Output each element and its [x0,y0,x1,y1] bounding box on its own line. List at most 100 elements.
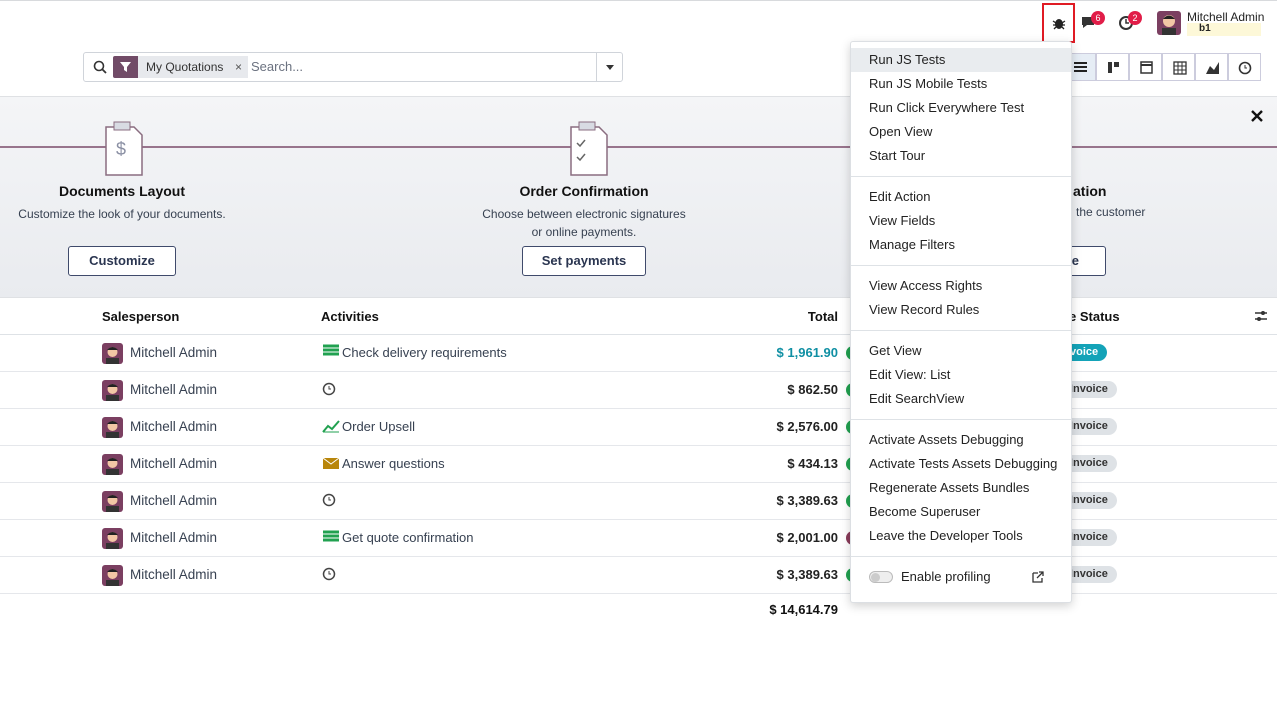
step-description: the customer [1076,205,1146,219]
step-illustration [570,121,608,176]
avatar [102,417,123,438]
salesperson: Mitchell Admin [130,382,218,397]
avatar [102,565,123,586]
table-header [0,298,1277,335]
step-title: Order Confirmation [519,183,649,199]
table-row[interactable]: Mitchell Admin $ 862.50 ng to Invoice [0,372,1277,409]
salesperson: Mitchell Admin [130,567,218,582]
total: $ 862.50 [787,382,838,397]
table-row[interactable]: Mitchell Admin Check delivery requirement… [0,335,1277,372]
avatar [102,491,123,512]
optional-columns[interactable] [1254,309,1268,323]
profiling-toggle[interactable] [869,571,893,583]
salesperson: Mitchell Admin [130,345,218,360]
menu-item[interactable]: View Access Rights [869,278,983,293]
menu-item[interactable]: Regenerate Assets Bundles [869,480,1030,495]
step-title: Documents Layout [58,183,185,199]
table-row[interactable]: Mitchell Admin Get quote confirmation $ 2,… [0,520,1277,557]
menu-item[interactable]: Run Click Everywhere Test [869,100,1025,115]
menu-item[interactable]: Run JS Mobile Tests [869,76,988,91]
table-row[interactable]: Mitchell Admin Answer questions $ 434.13 ng… [0,446,1277,483]
column-header[interactable]: Activities [321,309,379,324]
graph-view[interactable] [1195,53,1228,81]
facet[interactable]: My Quotations × [138,56,248,78]
debug-button[interactable] [1042,3,1075,43]
menu-item[interactable]: View Fields [869,213,936,228]
total: $ 2,001.00 [776,530,838,545]
menu-item[interactable]: Start Tour [869,148,926,163]
menu-separator [851,330,1071,331]
calendar-view[interactable] [1129,53,1162,81]
activity: Answer questions [342,456,445,471]
step-title: ation [1073,183,1107,199]
column-header[interactable]: Salesperson [102,309,180,324]
activity-icon[interactable] [322,493,336,507]
column-header[interactable]: e Status [1069,309,1120,324]
debug-menu: Run JS Tests Run JS Mobile Tests Run Click… [850,41,1072,603]
table-row[interactable]: Mitchell Admin $ 3,389.63 ng to Invoice [0,557,1277,594]
total: $ 1,961.90 [776,345,838,360]
menu-item[interactable]: Activate Assets Debugging [869,432,1024,447]
user-name: Mitchell Admin [1187,10,1265,24]
salesperson: Mitchell Admin [130,530,218,545]
column-header[interactable]: Total [807,309,838,324]
search-toggle[interactable] [596,53,622,81]
profiling-label: Enable profiling [901,569,991,584]
activity-icon[interactable] [322,382,336,396]
salesperson: Mitchell Admin [130,456,218,471]
menu-item[interactable]: Become Superuser [869,504,981,519]
total: $ 3,389.63 [776,567,838,582]
menu-item[interactable]: Get View [869,343,922,358]
step-description: Customize the look of your documents. [18,207,226,221]
kanban-view[interactable] [1096,53,1129,81]
svg-text:$: $ [116,139,126,159]
total: $ 3,389.63 [776,493,838,508]
search-placeholder[interactable]: Search... [251,59,304,74]
search-bar[interactable]: My Quotations × Search... [83,52,623,82]
activity-icon[interactable] [322,344,340,358]
menu-item[interactable]: Edit Action [869,189,931,204]
menu-item[interactable]: Edit View: List [869,367,951,382]
progress-line [0,146,1277,148]
footer-total: $ 14,614.79 [769,602,838,617]
menu-item[interactable]: View Record Rules [869,302,980,317]
avatar [102,454,123,475]
menu-item[interactable]: Activate Tests Assets Debugging [869,456,1058,471]
pivot-view[interactable] [1162,53,1195,81]
activity: Order Upsell [342,419,415,434]
facet-label: My Quotations [146,60,224,74]
activity-icon[interactable] [322,419,340,433]
menu-item[interactable]: Open View [869,124,933,139]
profiling-row[interactable]: Enable profiling [851,565,1071,589]
step-description: Choose between electronic signatures or … [482,207,686,239]
step: Documents Layout Customize the look of yo… [2,183,242,223]
table-row[interactable]: Mitchell Admin Order Upsell $ 2,576.00 ng t… [0,409,1277,446]
step-button[interactable]: Set payments [522,246,646,276]
activity-icon[interactable] [322,567,336,581]
close-banner[interactable] [1250,109,1264,123]
menu-separator [851,556,1071,557]
avatar [102,343,123,364]
open-profiling[interactable] [1031,570,1045,584]
menu-item[interactable]: Edit SearchView [869,391,965,406]
table-row[interactable]: Mitchell Admin $ 3,389.63 ng to Invoice [0,483,1277,520]
facet-icon [113,56,138,78]
menu-item[interactable]: Leave the Developer Tools [869,528,1023,543]
salesperson: Mitchell Admin [130,493,218,508]
activity-view[interactable] [1228,53,1261,81]
user-avatar[interactable] [1157,11,1181,35]
activity-icon[interactable] [322,530,340,544]
avatar [102,380,123,401]
avatar [102,528,123,549]
database-name: b1 [1187,23,1261,36]
onboarding-banner: $ Documents Layout Customize the look of … [0,96,1277,298]
menu-item[interactable]: Run JS Tests [851,48,1071,72]
messages-badge: 6 [1091,11,1105,25]
activity: Get quote confirmation [342,530,474,545]
menu-item[interactable]: Manage Filters [869,237,955,252]
step-button[interactable]: Customize [68,246,176,276]
salesperson: Mitchell Admin [130,419,218,434]
step: Order Confirmation Choose between electro… [464,183,704,241]
activity-icon[interactable] [322,456,340,470]
